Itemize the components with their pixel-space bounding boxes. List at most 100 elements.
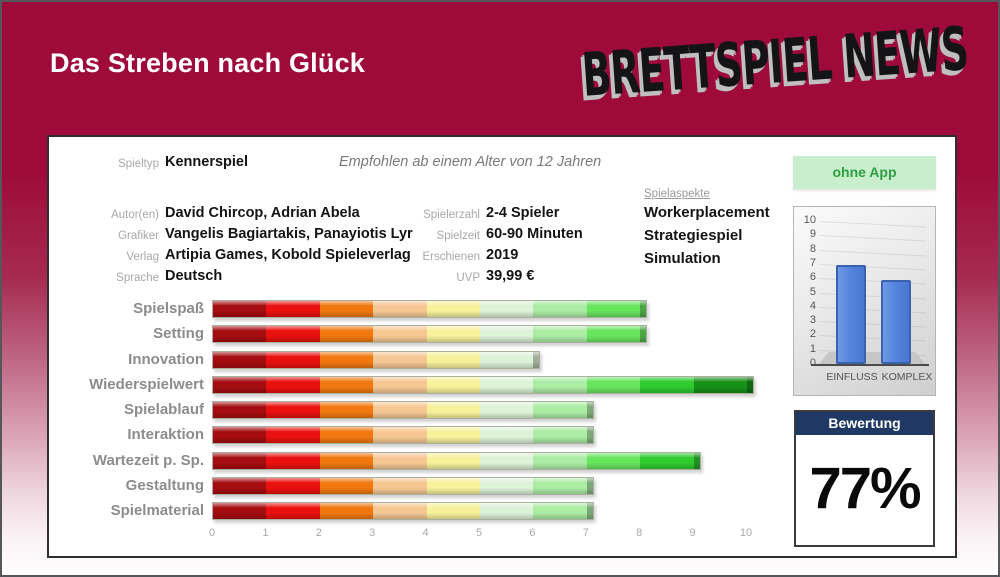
rating-bar-segment	[640, 376, 694, 393]
rating-bar	[212, 375, 754, 394]
rating-bar-segment	[533, 402, 587, 418]
y-axis-tick: 3	[809, 314, 816, 327]
x-axis-tick: 10	[739, 527, 753, 539]
rating-bar-segment	[479, 326, 534, 343]
rating-bar	[212, 350, 541, 369]
spielzeit-label: Spielzeit	[436, 230, 480, 242]
rating-bar	[212, 401, 594, 419]
gridline	[819, 235, 926, 242]
rating-bar-endcap	[533, 351, 540, 368]
uvp-value: 39,99 €	[486, 268, 535, 284]
rating-bar-segment	[533, 326, 587, 343]
category-label: Interaktion	[127, 426, 204, 444]
rating-bar-endcap	[586, 503, 593, 519]
rating-bar	[212, 426, 594, 445]
rating-bar-segment	[213, 503, 267, 519]
rating-bar-segment	[586, 452, 641, 469]
page-title: Das Streben nach Glück	[50, 48, 366, 78]
rating-bar-segment	[426, 452, 480, 469]
rating-bar-endcap	[693, 452, 700, 469]
uvp-label: UVP	[456, 272, 480, 284]
rating-bar-endcap	[586, 477, 593, 494]
category-label: Wiederspielwert	[89, 375, 204, 393]
rating-bar-segment	[373, 503, 427, 519]
review-card: Spieltyp Kennerspiel Empfohlen ab einem …	[47, 135, 957, 558]
mini-bar	[836, 265, 866, 364]
rating-bar	[212, 325, 648, 344]
x-axis-tick: 2	[315, 527, 322, 539]
mini-bar	[881, 279, 911, 364]
rating-bar-segment	[426, 402, 480, 418]
rating-bar-segment	[426, 477, 480, 494]
autoren-label: Autor(en)	[111, 209, 159, 221]
rating-bar-endcap	[586, 427, 593, 444]
rating-bar-segment	[319, 402, 374, 418]
x-axis-tick: 5	[475, 527, 483, 539]
rating-bar	[212, 451, 701, 470]
category-label: Spielmaterial	[110, 502, 204, 519]
y-axis-tick: 6	[809, 271, 816, 284]
rating-bar-segment	[266, 326, 320, 343]
aspect-item-3: Simulation	[644, 250, 721, 267]
rating-bar-endcap	[640, 301, 647, 317]
rating-bar-segment	[266, 301, 320, 317]
rating-bar-segment	[266, 376, 320, 393]
category-label: Setting	[153, 325, 204, 343]
rating-bar-segment	[479, 452, 534, 469]
rating-bar-segment	[479, 402, 534, 418]
category-label: Gestaltung	[125, 476, 204, 494]
rating-bar-segment	[319, 503, 374, 519]
y-axis-tick: 7	[809, 256, 816, 269]
rating-bar-endcap	[746, 376, 753, 393]
rating-box: Bewertung 77%	[794, 410, 935, 547]
app-badge: ohne App	[793, 156, 936, 189]
rating-bar-segment	[640, 452, 694, 469]
y-axis-tick: 2	[809, 328, 816, 341]
rating-bar-segment	[426, 326, 480, 343]
y-axis-tick: 10	[803, 214, 816, 226]
rating-bar-segment	[373, 301, 427, 317]
rating-bar-segment	[266, 503, 320, 519]
rating-bar-segment	[319, 376, 374, 393]
erschienen-label: Erschienen	[422, 251, 480, 263]
rating-bar-segment	[426, 427, 480, 444]
rating-bar-segment	[373, 376, 427, 393]
rating-bar-segment	[319, 326, 374, 343]
y-axis-tick: 8	[809, 242, 816, 255]
rating-bar-segment	[373, 427, 427, 444]
rating-bar-segment	[426, 351, 480, 368]
verlag-value: Artipia Games, Kobold Spieleverlag	[165, 247, 411, 263]
mini-bar-label: EINFLUSS	[826, 371, 878, 383]
verlag-label: Verlag	[126, 251, 159, 263]
rating-bar-segment	[479, 503, 534, 519]
rating-bar-segment	[213, 477, 267, 494]
y-axis-tick: 4	[809, 299, 816, 312]
rating-bar-segment	[213, 376, 267, 393]
rating-bar-segment	[533, 301, 587, 317]
y-axis-tick: 5	[809, 285, 816, 298]
age-recommendation: Empfohlen ab einem Alter von 12 Jahren	[339, 154, 602, 170]
rating-bar-segment	[586, 376, 641, 393]
gridline	[819, 221, 926, 228]
rating-bar-segment	[426, 503, 480, 519]
rating-bar-segment	[319, 477, 374, 494]
rating-bar-segment	[373, 351, 427, 368]
rating-bar-segment	[693, 376, 747, 393]
y-axis-tick: 0	[809, 357, 816, 369]
rating-bar-segment	[586, 301, 641, 317]
brettspiel-news-logo: BRETTSPIEL NEWS	[579, 15, 971, 111]
rating-bar-segment	[213, 301, 267, 317]
rating-bar-segment	[266, 477, 320, 494]
x-axis-tick: 4	[422, 527, 429, 539]
aspect-item-1: Workerplacement	[644, 204, 770, 221]
rating-bar-segment	[479, 376, 534, 393]
rating-bar-endcap	[640, 326, 647, 343]
rating-bar-segment	[266, 351, 320, 368]
rating-bar-segment	[213, 452, 267, 469]
category-label: Spielspaß	[133, 300, 204, 317]
rating-header: Bewertung	[796, 412, 933, 435]
einfluss-komplex-chart: 10 9 8 7 6 5 4 3 2 1 0 EINFLUSS KOMPLEX	[793, 206, 936, 396]
rating-bar-segment	[373, 477, 427, 494]
rating-bar-segment	[213, 351, 267, 368]
